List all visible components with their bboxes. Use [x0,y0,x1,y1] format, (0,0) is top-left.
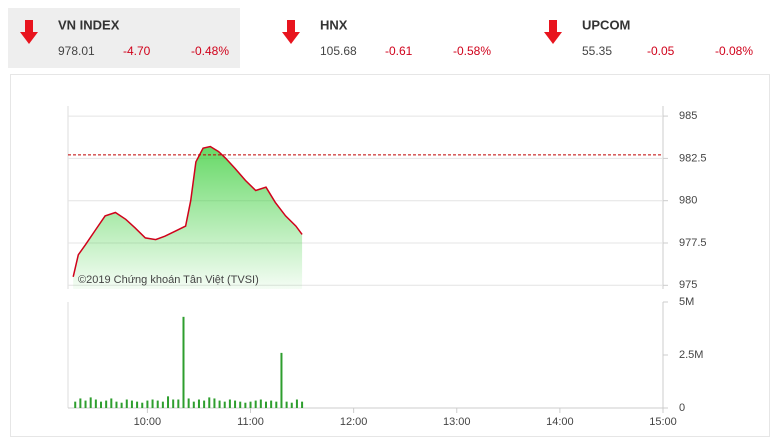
chart-frame [10,74,770,437]
copyright-annotation: ©2019 Chứng khoán Tân Việt (TVSI) [78,274,259,286]
index-value: 978.01 [58,44,95,58]
volume-bar [264,401,267,408]
volume-bar [84,400,87,408]
volume-bar [223,401,226,408]
volume-bar [285,401,288,408]
index-change: -0.61 [385,44,413,58]
volume-bar [187,398,190,408]
index-name[interactable]: VN INDEX [58,17,120,32]
volume-bar [301,401,304,408]
volume-bar [115,401,118,408]
index-percent: -0.08% [715,44,753,58]
volume-bar [130,400,133,408]
volume-bar [259,399,262,408]
y-tick-label: 982.5 [679,152,707,164]
volume-bar [213,398,216,408]
volume-bar [234,400,237,408]
y-tick-label: 5M [679,296,694,308]
index-percent: -0.48% [191,44,229,58]
index-change: -0.05 [647,44,675,58]
volume-bar [167,396,170,408]
index-value: 55.35 [582,44,612,58]
index-name[interactable]: HNX [320,17,348,32]
volume-bar [79,398,82,408]
volume-bar [120,402,123,408]
volume-bar [182,316,185,408]
volume-bar [89,397,92,408]
x-tick-label: 12:00 [340,416,368,428]
volume-bar [136,401,139,408]
volume-bar [156,400,159,408]
x-tick-label: 15:00 [649,416,677,428]
x-tick-label: 13:00 [443,416,471,428]
index-name[interactable]: UPCOM [582,17,630,32]
y-tick-label: 975 [679,279,697,291]
volume-bar [105,400,108,408]
volume-bar [208,397,211,408]
price-line [72,145,303,277]
y-tick-label: 980 [679,195,697,207]
volume-bar [280,352,283,408]
volume-bar [125,399,128,408]
down-arrow-icon [544,20,562,44]
volume-bar [203,400,206,408]
volume-bar [151,399,154,408]
x-tick-label: 10:00 [134,416,162,428]
volume-bar [249,401,252,408]
x-tick-label: 11:00 [237,416,264,428]
volume-bar [228,399,231,408]
y-tick-label: 0 [679,402,685,414]
y-tick-label: 2.5M [679,349,703,361]
volume-bar [218,400,221,408]
volume-bar [110,398,113,408]
volume-bar [99,401,102,408]
volume-bar [192,401,195,408]
volume-bar [146,400,149,408]
y-tick-label: 985 [679,110,697,122]
x-tick-label: 14:00 [546,416,574,428]
volume-bar [295,399,298,408]
down-arrow-icon [20,20,38,44]
volume-bar [172,399,175,408]
volume-bar [94,399,97,408]
down-arrow-icon [282,20,300,44]
volume-bar [290,402,293,408]
volume-bar [197,399,200,408]
volume-bar [161,401,164,408]
index-percent: -0.58% [453,44,491,58]
volume-bar [275,401,278,408]
volume-bar [244,402,247,408]
volume-bar [270,400,273,408]
index-value: 105.68 [320,44,357,58]
volume-bar [254,400,257,408]
volume-bar [239,401,242,408]
active-tile [8,8,240,68]
y-tick-label: 977.5 [679,237,707,249]
volume-bar [74,401,77,408]
volume-bar [141,402,144,408]
index-change: -4.70 [123,44,151,58]
volume-bar [177,399,180,408]
